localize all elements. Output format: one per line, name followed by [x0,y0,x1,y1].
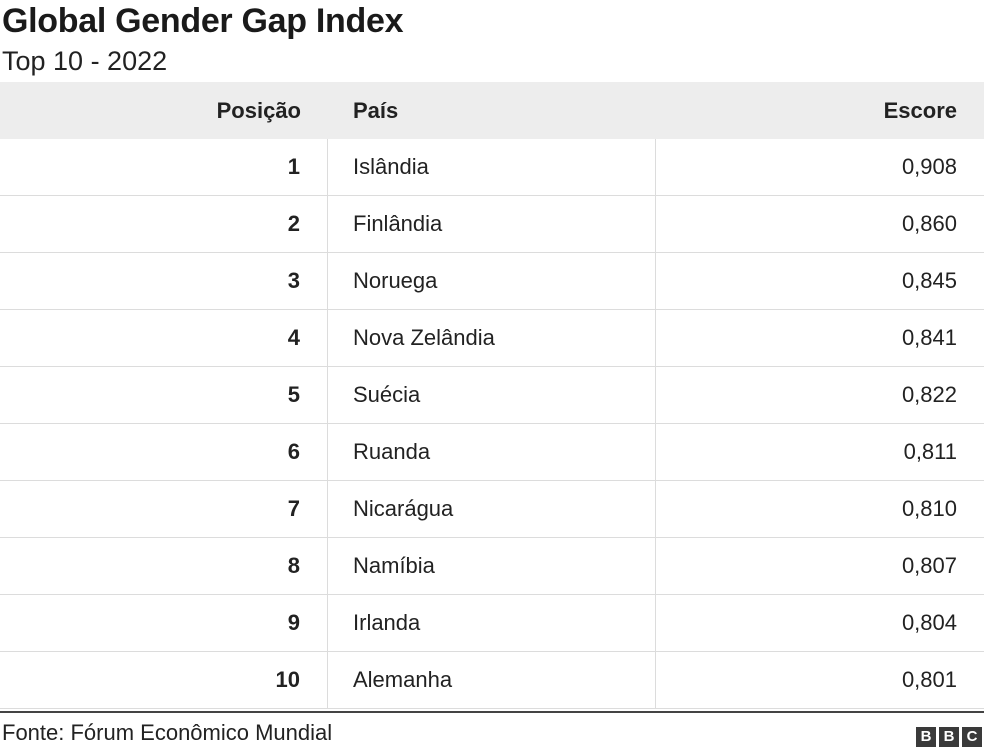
country-cell: Irlanda [328,595,656,651]
column-header-posicao: Posição [216,97,301,123]
table-row: 4 Nova Zelândia 0,841 [0,310,984,367]
table-body: 1 Islândia 0,908 2 Finlândia 0,860 3 Noruega 0,8… [0,139,984,709]
score-cell: 0,845 [901,268,957,293]
country-cell: Nova Zelândia [328,310,656,366]
table-header: Posição País Escore [0,82,984,139]
ranking-table: Posição País Escore 1 Islândia 0,908 2 Finlâ… [0,82,984,709]
rank-cell: 4 [0,310,328,366]
score-cell: 0,804 [901,610,957,635]
table-row: 7 Nicarágua 0,810 [0,481,984,538]
score-cell: 0,908 [901,154,957,179]
bbc-logo: B B C [916,727,982,747]
source-note: Fonte: Fórum Econômico Mundial [2,720,333,745]
table-row: 8 Namíbia 0,807 [0,538,984,595]
rank-cell: 7 [0,481,328,537]
bbc-logo-letter: C [962,727,982,747]
table-row: 10 Alemanha 0,801 [0,652,984,709]
score-cell: 0,841 [901,325,957,350]
country-cell: Ruanda [328,424,656,480]
country-cell: Namíbia [328,538,656,594]
column-header-pais: País [353,97,399,123]
chart-subtitle: Top 10 - 2022 [2,46,168,76]
table-row: 6 Ruanda 0,811 [0,424,984,481]
rank-cell: 6 [0,424,328,480]
chart-title: Global Gender Gap Index [2,2,404,40]
country-cell: Finlândia [328,196,656,252]
column-header-escore: Escore [883,97,957,123]
country-cell: Nicarágua [328,481,656,537]
score-cell: 0,810 [901,496,957,521]
rank-cell: 1 [0,139,328,195]
rank-cell: 5 [0,367,328,423]
footer-divider [0,711,984,713]
bbc-logo-letter: B [916,727,936,747]
score-cell: 0,822 [901,382,957,407]
table-row: 9 Irlanda 0,804 [0,595,984,652]
score-cell: 0,801 [901,667,957,692]
score-cell: 0,807 [901,553,957,578]
score-cell: 0,860 [901,211,957,236]
country-cell: Noruega [328,253,656,309]
table-row: 2 Finlândia 0,860 [0,196,984,253]
country-cell: Suécia [328,367,656,423]
country-cell: Alemanha [328,652,656,708]
country-cell: Islândia [328,139,656,195]
table-row: 5 Suécia 0,822 [0,367,984,424]
score-cell: 0,811 [903,439,957,464]
rank-cell: 10 [0,652,328,708]
rank-cell: 3 [0,253,328,309]
table-row: 3 Noruega 0,845 [0,253,984,310]
rank-cell: 2 [0,196,328,252]
bbc-logo-letter: B [939,727,959,747]
rank-cell: 8 [0,538,328,594]
rank-cell: 9 [0,595,328,651]
table-row: 1 Islândia 0,908 [0,139,984,196]
